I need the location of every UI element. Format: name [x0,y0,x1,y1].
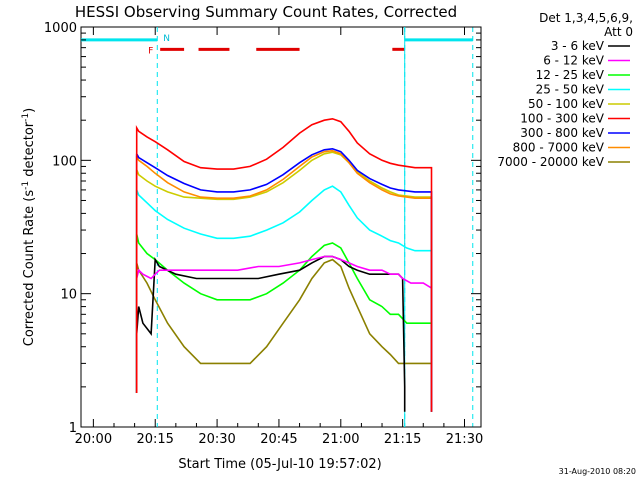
x-tick-label: 21:30 [446,432,483,447]
legend-header-1: Det 1,3,4,5,6,9, [539,11,633,25]
legend-item-label: 100 - 300 keV [520,112,604,126]
legend-item-label: 7000 - 20000 keV [497,155,604,169]
y-axis-label: Corrected Count Rate (s-1 detector-1) [21,108,37,346]
legend-item-label: 50 - 100 keV [528,97,605,111]
legend-header-2: Att 0 [604,25,633,39]
x-tick-label: 20:15 [136,432,173,447]
x-tick-label: 21:15 [384,432,421,447]
y-axis-label-main: Corrected Count Rate (s [22,190,37,347]
x-tick-label: 20:00 [75,432,112,447]
x-tick-label: 21:00 [322,432,359,447]
legend-item-label: 12 - 25 keV [536,68,605,82]
y-tick-label: 1 [69,421,77,436]
y-tick-label: 1000 [44,21,77,36]
flare-label: F [148,46,153,56]
series-line [135,233,433,412]
plot-frame [80,26,482,428]
y-axis-label-mid: detector [22,121,37,181]
x-tick-label: 20:30 [198,432,235,447]
legend-item-label: 800 - 7000 keV [513,141,605,155]
footer-date: 31-Aug-2010 08:20 [559,467,636,476]
legend-item-label: 300 - 800 keV [520,126,604,140]
series-line [135,117,433,412]
x-tick-label: 20:45 [260,432,297,447]
x-axis: 20:00 20:15 20:30 20:45 21:00 21:15 21:30 [75,27,483,447]
y-tick-label: 10 [60,288,77,303]
series-line [135,151,433,412]
night-label: N [163,34,170,44]
y-axis-label-sup1: -1 [21,181,31,190]
flags-layer: NF [81,27,474,427]
legend-item-label: 6 - 12 keV [543,54,605,68]
series-line [135,255,433,412]
series-layer [135,117,433,412]
chart-title: HESSI Observing Summary Count Rates, Cor… [75,3,457,21]
series-line [135,185,433,412]
x-axis-label: Start Time (05-Jul-10 19:57:02) [178,457,381,472]
plot-area: NF 20:00 20:15 20:30 20:45 21:00 21:15 21:30 1… [44,21,483,447]
series-line [135,149,433,412]
y-tick-label: 100 [52,154,77,169]
series-line [135,258,433,412]
y-axis-label-sup2: -1 [21,113,31,122]
y-axis-label-end: ) [22,108,37,113]
series-line [135,147,433,412]
series-line [135,255,406,412]
legend-item-label: 3 - 6 keV [551,39,605,53]
legend-item-label: 25 - 50 keV [536,83,605,97]
y-axis: 1 10 100 1000 [44,21,481,436]
